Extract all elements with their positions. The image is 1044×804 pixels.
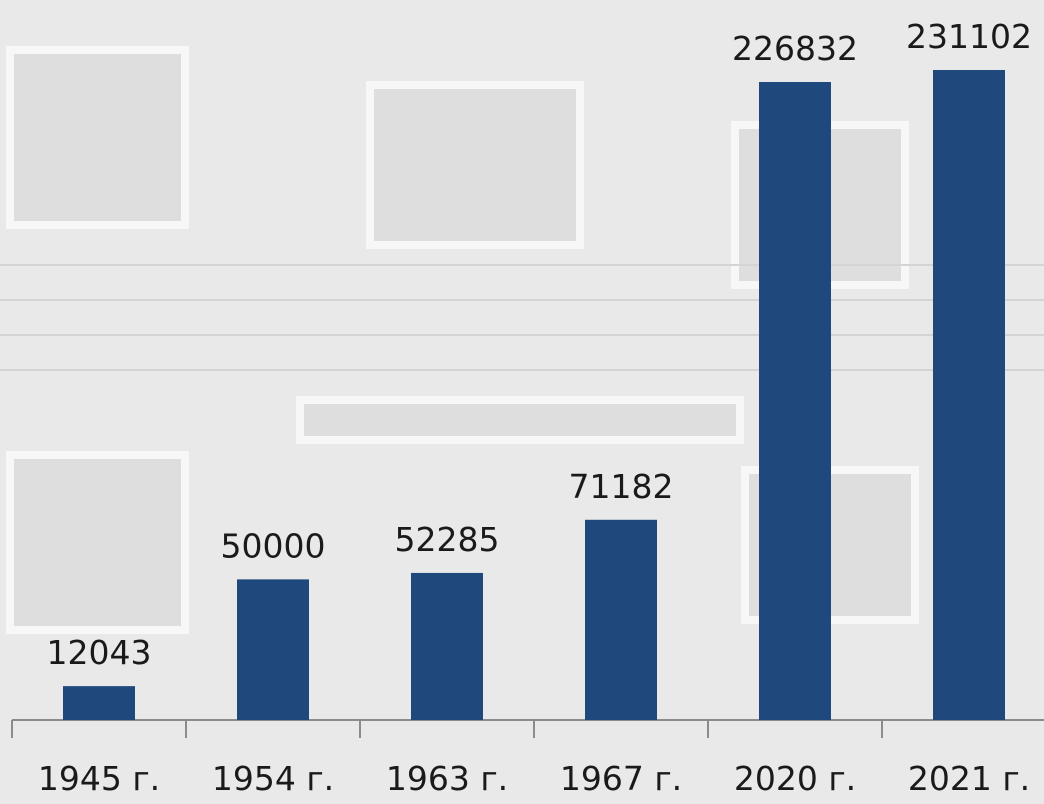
bar (237, 579, 309, 720)
value-label: 52285 (395, 520, 500, 559)
value-label: 231102 (906, 17, 1032, 56)
x-tick-label: 1954 г. (212, 759, 334, 798)
x-tick-label: 2021 г. (908, 759, 1030, 798)
value-label: 226832 (732, 29, 858, 68)
bar (585, 520, 657, 720)
value-label: 12043 (47, 633, 152, 672)
x-tick-label: 1945 г. (38, 759, 160, 798)
x-tick-label: 1963 г. (386, 759, 508, 798)
x-tick-label: 1967 г. (560, 759, 682, 798)
bar (933, 70, 1005, 720)
bar (63, 686, 135, 720)
value-label: 71182 (569, 467, 674, 506)
x-tick-label: 2020 г. (734, 759, 856, 798)
value-label: 50000 (221, 526, 326, 565)
chart: 12043 1945 г. 50000 1954 г. 52285 1963 г. 7118… (0, 0, 1044, 804)
bar (759, 82, 831, 720)
page: 12043 1945 г. 50000 1954 г. 52285 1963 г. 7118… (0, 0, 1044, 804)
bar (411, 573, 483, 720)
